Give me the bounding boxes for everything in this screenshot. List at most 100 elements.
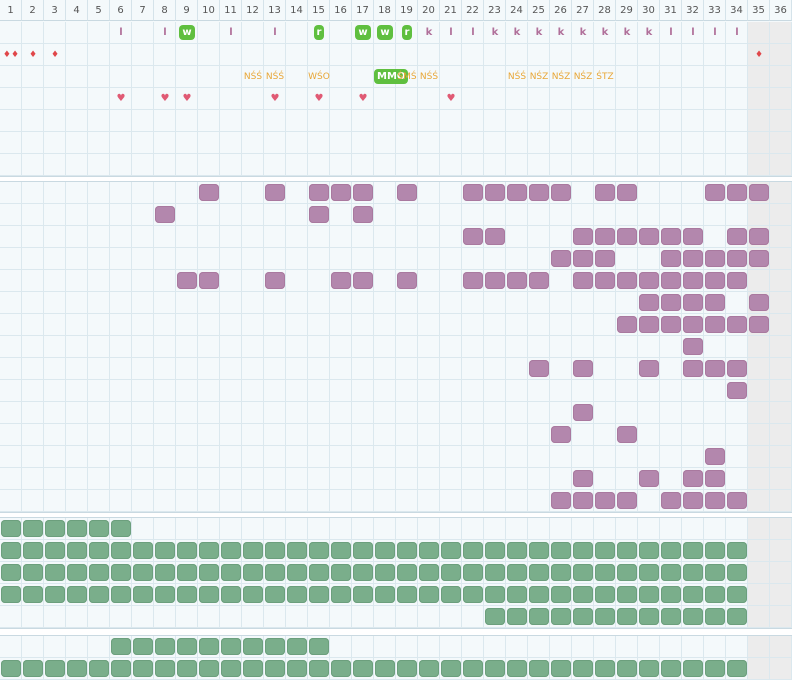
grid-cell[interactable] [396, 490, 418, 512]
grid-cell[interactable] [198, 490, 220, 512]
grid-cell[interactable] [352, 248, 374, 270]
column-header-30[interactable]: 30 [638, 0, 660, 21]
grid-cell[interactable] [528, 584, 550, 606]
grid-cell[interactable] [88, 606, 110, 628]
grid-cell[interactable] [638, 358, 660, 380]
heart-icon[interactable]: ♥ [358, 93, 368, 104]
grid-cell[interactable] [528, 562, 550, 584]
green-block[interactable] [375, 564, 395, 581]
grid-cell[interactable] [22, 270, 44, 292]
marker-k[interactable]: k [513, 27, 521, 38]
purple-block[interactable] [683, 338, 703, 355]
grid-cell[interactable] [704, 66, 726, 88]
grid-cell[interactable] [462, 402, 484, 424]
grid-cell[interactable] [66, 44, 88, 66]
grid-cell[interactable] [374, 446, 396, 468]
purple-block[interactable] [617, 316, 637, 333]
grid-cell[interactable] [220, 562, 242, 584]
grid-cell[interactable] [242, 248, 264, 270]
grid-cell[interactable] [484, 110, 506, 132]
label-NŚŚ[interactable]: NŚŚ [507, 72, 527, 82]
grid-cell[interactable] [528, 424, 550, 446]
heart-icon[interactable]: ♥ [160, 93, 170, 104]
grid-cell[interactable] [154, 468, 176, 490]
grid-cell[interactable] [528, 636, 550, 658]
grid-cell[interactable] [374, 336, 396, 358]
purple-block[interactable] [639, 228, 659, 245]
grid-cell[interactable] [748, 402, 770, 424]
grid-cell[interactable] [594, 88, 616, 110]
column-header-2[interactable]: 2 [22, 0, 44, 21]
column-header-31[interactable]: 31 [660, 0, 682, 21]
grid-cell[interactable] [462, 226, 484, 248]
grid-cell[interactable] [550, 248, 572, 270]
grid-cell[interactable] [440, 226, 462, 248]
grid-cell[interactable] [308, 22, 330, 44]
grid-cell[interactable] [682, 110, 704, 132]
grid-cell[interactable] [0, 44, 22, 66]
grid-cell[interactable] [22, 518, 44, 540]
grid-cell[interactable] [0, 402, 22, 424]
label-MMO[interactable]: MMO [374, 66, 409, 88]
grid-cell[interactable] [88, 22, 110, 44]
grid-cell[interactable] [66, 22, 88, 44]
green-block[interactable] [551, 608, 571, 625]
grid-cell[interactable] [396, 336, 418, 358]
grid-cell[interactable] [352, 518, 374, 540]
grid-cell[interactable] [506, 248, 528, 270]
grid-cell[interactable] [132, 584, 154, 606]
grid-cell[interactable] [176, 66, 198, 88]
grid-cell[interactable] [726, 606, 748, 628]
green-block[interactable] [573, 586, 593, 603]
grid-cell[interactable] [418, 270, 440, 292]
grid-cell[interactable] [484, 380, 506, 402]
grid-cell[interactable] [44, 540, 66, 562]
grid-cell[interactable] [44, 292, 66, 314]
grid-cell[interactable] [44, 490, 66, 512]
green-block[interactable] [441, 586, 461, 603]
grid-cell[interactable] [770, 204, 792, 226]
grid-cell[interactable] [286, 22, 308, 44]
green-block[interactable] [265, 586, 285, 603]
grid-cell[interactable] [286, 402, 308, 424]
grid-cell[interactable] [616, 518, 638, 540]
label-ŚTZ[interactable]: ŚTZ [596, 72, 614, 82]
green-block[interactable] [221, 542, 241, 559]
grid-cell[interactable] [198, 562, 220, 584]
grid-cell[interactable] [638, 636, 660, 658]
grid-cell[interactable] [440, 358, 462, 380]
grid-cell[interactable] [770, 314, 792, 336]
purple-block[interactable] [353, 206, 373, 223]
grid-cell[interactable] [396, 292, 418, 314]
grid-cell[interactable] [418, 518, 440, 540]
grid-cell[interactable] [330, 66, 352, 88]
purple-block[interactable] [529, 184, 549, 201]
grid-cell[interactable] [440, 336, 462, 358]
grid-cell[interactable] [462, 204, 484, 226]
grid-cell[interactable] [506, 314, 528, 336]
green-block[interactable] [287, 586, 307, 603]
grid-cell[interactable] [176, 424, 198, 446]
grid-cell[interactable] [396, 584, 418, 606]
grid-cell[interactable] [88, 88, 110, 110]
green-block[interactable] [331, 564, 351, 581]
green-block[interactable] [353, 564, 373, 581]
grid-cell[interactable] [396, 154, 418, 176]
purple-block[interactable] [617, 184, 637, 201]
grid-cell[interactable] [176, 44, 198, 66]
grid-cell[interactable] [330, 518, 352, 540]
green-block[interactable] [111, 586, 131, 603]
grid-cell[interactable] [550, 636, 572, 658]
grid-cell[interactable] [44, 204, 66, 226]
green-block[interactable] [221, 586, 241, 603]
column-header-29[interactable]: 29 [616, 0, 638, 21]
column-header-18[interactable]: 18 [374, 0, 396, 21]
grid-cell[interactable] [286, 132, 308, 154]
grid-cell[interactable] [550, 270, 572, 292]
grid-cell[interactable] [198, 606, 220, 628]
grid-cell[interactable] [264, 540, 286, 562]
grid-cell[interactable] [638, 88, 660, 110]
grid-cell[interactable] [704, 292, 726, 314]
grid-cell[interactable] [352, 110, 374, 132]
marker-k[interactable]: k [425, 27, 433, 38]
